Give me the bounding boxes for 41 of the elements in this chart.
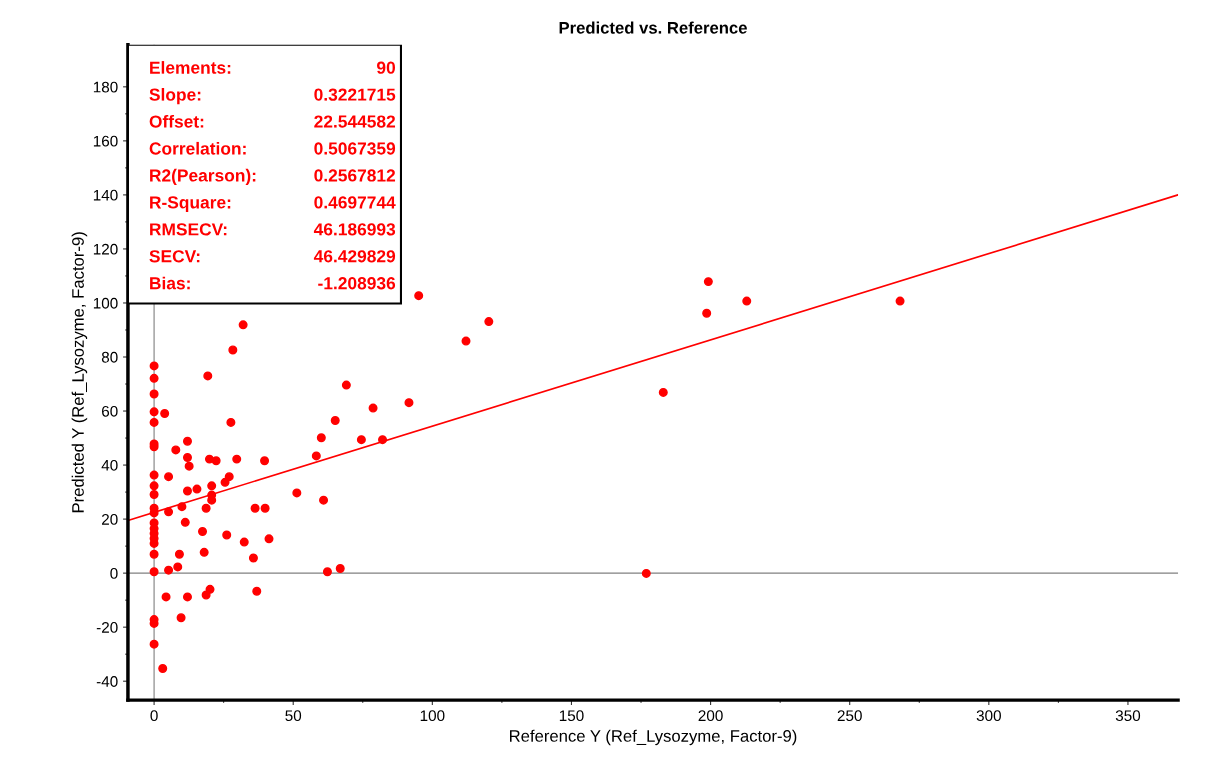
y-tick-label: 100: [93, 297, 118, 309]
annotation: 46.186993: [313, 223, 396, 236]
annotation: 90: [377, 61, 396, 74]
x-tick-label: 250: [837, 710, 862, 722]
x-axis-title: Reference Y (Ref_Lysozyme, Factor-9): [510, 729, 797, 746]
annotation: Bias:: [150, 276, 190, 290]
y-tick-label: 80: [101, 351, 118, 363]
chart-title: Predicted vs. Reference: [559, 21, 747, 34]
annotation: Offset:: [149, 114, 204, 128]
x-tick-label: 300: [976, 710, 1001, 722]
y-tick-label: 0: [110, 568, 118, 579]
x-tick-label: 150: [559, 710, 584, 722]
x-tick-label: 100: [420, 710, 445, 722]
annotation: 0.4697744: [314, 196, 396, 209]
annotation: SECV:: [149, 250, 200, 263]
annotation: 0.2567812: [314, 169, 396, 182]
x-tick-label: 350: [1115, 710, 1141, 722]
annotation: Correlation:: [149, 141, 246, 155]
annotation: Slope:: [149, 88, 201, 105]
y-tick-label: 40: [101, 459, 118, 471]
y-tick-label: -40: [96, 676, 118, 687]
x-tick-label: 0: [150, 710, 158, 722]
annotation: 0.3221715: [314, 88, 396, 101]
y-tick-label: 180: [93, 81, 118, 93]
annotation: RMSECV:: [150, 223, 227, 236]
annotation: 46.429829: [313, 250, 396, 263]
annotation: R-Square:: [150, 196, 231, 212]
y-tick-label: 60: [102, 405, 118, 417]
x-tick-label: 200: [698, 710, 723, 722]
annotation: R2(Pearson):: [150, 168, 256, 186]
y-tick-label: 140: [93, 189, 118, 201]
y-tick-label: 20: [102, 513, 118, 525]
annotation: 0.5067359: [314, 142, 396, 155]
annotation: 22.544582: [314, 115, 396, 128]
annotation: Elements:: [150, 61, 231, 74]
y-tick-label: 120: [93, 243, 118, 255]
y-axis-title: Predicted Y (Ref_Lysozyme, Factor-9): [71, 232, 88, 513]
y-tick-label: -20: [96, 622, 118, 633]
y-tick-label: 160: [93, 135, 118, 147]
x-tick-label: 50: [285, 710, 302, 722]
annotation: -1.208936: [318, 277, 396, 290]
